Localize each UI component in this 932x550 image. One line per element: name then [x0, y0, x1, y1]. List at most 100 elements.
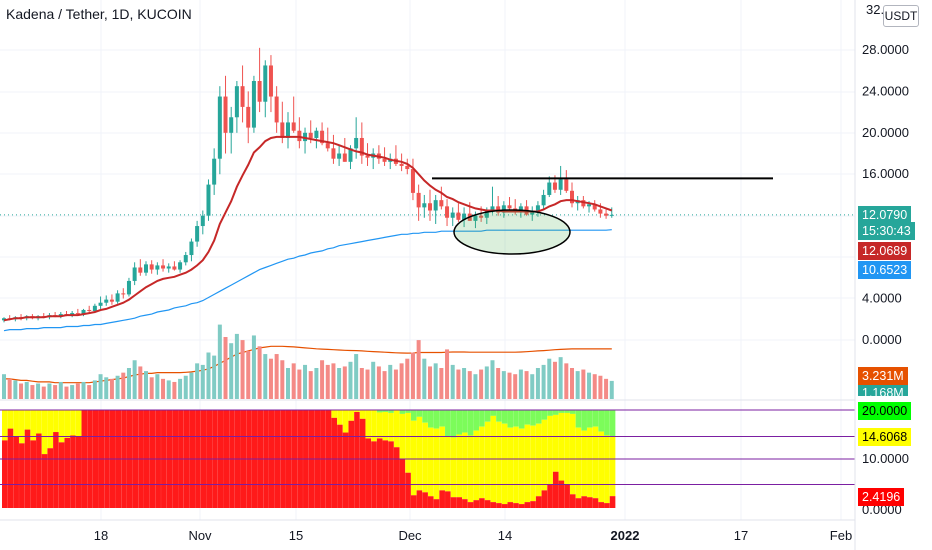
candle-body: [592, 204, 597, 210]
candle: [462, 207, 467, 228]
volume-bar: [456, 369, 461, 399]
oscillator-red: [467, 502, 474, 508]
volume-bar: [462, 368, 467, 399]
symbol-title[interactable]: Kadena / Tether, 1D, KUCOIN: [6, 6, 192, 22]
candle: [530, 206, 535, 221]
candle: [535, 201, 540, 217]
oscillator-red: [473, 500, 480, 508]
oscillator-green: [575, 410, 582, 428]
volume-bar: [405, 358, 410, 399]
candle-body: [217, 96, 222, 159]
volume-bar: [416, 340, 421, 399]
volume-bar: [166, 380, 171, 399]
oscillator-yellow: [2, 410, 8, 441]
currency-unit-button[interactable]: USDT: [883, 5, 919, 27]
time-tick-label: 2022: [611, 528, 640, 543]
oscillator-yellow: [484, 421, 491, 501]
candle-body: [558, 179, 563, 190]
candle: [325, 127, 330, 152]
volume-bar: [388, 364, 393, 399]
candle: [604, 209, 609, 219]
candle-body: [87, 309, 92, 311]
oscillator-red: [422, 492, 428, 508]
ma-value-tag: 10.6523: [858, 261, 912, 279]
oscillator-green: [524, 410, 531, 425]
oscillator-red: [518, 504, 525, 508]
oscillator-green: [445, 410, 451, 437]
oscillator-green: [541, 410, 548, 420]
oscillator-green: [604, 410, 610, 436]
volume-bar: [41, 386, 46, 399]
candle-body: [212, 158, 217, 185]
oscillator-yellow: [24, 410, 31, 430]
candle: [229, 106, 234, 154]
volume-bar: [365, 369, 370, 399]
oscillator-green: [456, 410, 462, 435]
oscillator-yellow: [371, 410, 377, 442]
oscillator-red: [359, 418, 366, 508]
oscillator-yellow: [479, 426, 485, 499]
oscillator-bar: [416, 410, 423, 508]
volume-bar: [359, 368, 364, 399]
volume-bar: [144, 371, 148, 399]
volume-bar: [513, 374, 518, 399]
candle: [212, 148, 217, 195]
volume-bar: [64, 386, 69, 399]
oscillator-green: [570, 410, 576, 414]
candle-body: [92, 305, 97, 311]
candle: [450, 207, 455, 227]
oscillator-green: [496, 410, 502, 422]
oscillator-yellow: [416, 416, 423, 491]
time-tick-label: Nov: [188, 528, 212, 543]
volume-bar: [246, 350, 251, 399]
candle-body: [547, 182, 552, 195]
oscillator-red: [524, 502, 531, 508]
candle: [263, 60, 268, 118]
candle: [331, 134, 336, 164]
candle-body: [479, 215, 484, 218]
oscillator-yellow: [410, 420, 417, 496]
drawings[interactable]: [432, 177, 773, 255]
candle-body: [428, 203, 432, 211]
oscillator-yellow: [587, 427, 593, 498]
oscillator-red: [393, 447, 400, 508]
candle-body: [348, 148, 353, 162]
candle-body: [337, 153, 342, 159]
oscillator-green: [410, 410, 417, 421]
volume-bar: [484, 366, 489, 399]
volume-bar: [126, 368, 131, 399]
volume-pane: [2, 324, 614, 399]
oscillator-bar: [609, 410, 616, 508]
volume-bar: [58, 381, 63, 399]
volume-bar: [575, 371, 580, 399]
volume-bar: [7, 378, 12, 399]
time-tick-label: 15: [289, 528, 303, 543]
candle-body: [104, 299, 109, 303]
candle-body: [342, 153, 347, 162]
oscillator-red: [399, 459, 406, 508]
oscillator-red: [30, 440, 36, 508]
volume-bar: [257, 346, 262, 399]
candle: [314, 127, 319, 149]
oscillator-yellow: [524, 424, 531, 503]
oscillator-red: [75, 436, 82, 508]
oscillator-green: [609, 410, 616, 437]
oscillator-pane: [0, 409, 855, 508]
oscillator-green: [462, 410, 468, 433]
candle-body: [416, 192, 421, 208]
oscillator-bar: [558, 410, 565, 508]
oscillator-bar: [410, 410, 417, 508]
volume-bar: [183, 375, 188, 399]
candle: [144, 261, 148, 276]
time-tick-label: Feb: [830, 528, 852, 543]
candle-body: [507, 205, 512, 209]
oscillator-red: [64, 437, 71, 508]
oscillator-green: [473, 410, 480, 431]
candle: [558, 165, 563, 195]
candle: [416, 184, 421, 221]
oscillator-yellow: [462, 432, 468, 500]
volume-bar: [314, 368, 319, 399]
oscillator-yellow: [604, 435, 610, 504]
candle-body: [598, 209, 603, 214]
